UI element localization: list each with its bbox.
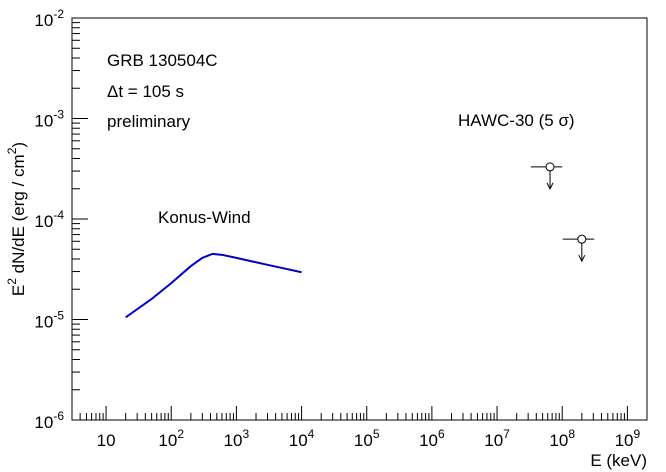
upper-limit-point	[577, 234, 587, 244]
y-tick-label: 10-5	[34, 309, 64, 332]
arrow-head	[546, 182, 554, 191]
x-tick-label: 109	[615, 427, 641, 450]
y-tick-label: 10-3	[34, 108, 64, 131]
arrow-head	[578, 254, 586, 263]
x-tick-label: 108	[549, 427, 575, 450]
upper-limit-point	[545, 162, 555, 172]
x-tick-label: 106	[419, 427, 445, 450]
x-tick-label: 107	[484, 427, 510, 450]
y-tick-label: 10-2	[34, 7, 64, 30]
y-axis-label: E2 dN/dE (erg / cm2)	[5, 142, 28, 296]
x-axis-label: E (keV)	[590, 451, 647, 470]
series-label: HAWC-30 (5 σ)	[458, 111, 575, 130]
x-tick-label: 10	[97, 431, 116, 450]
y-tick-label: 10-6	[34, 409, 64, 432]
y-label-part: 2	[5, 147, 19, 154]
annotation: GRB 130504C	[107, 51, 218, 70]
y-label-part: E	[9, 285, 28, 296]
annotation: Δt = 105 s	[107, 82, 184, 101]
y-label-part: 2	[5, 278, 19, 285]
series-label: Konus-Wind	[158, 208, 251, 227]
x-tick-label: 105	[354, 427, 380, 450]
y-label-part: dN/dE (erg / cm	[9, 154, 28, 278]
x-tick-label: 102	[158, 427, 184, 450]
curve	[125, 252, 302, 319]
y-tick-label: 10-4	[34, 208, 64, 231]
annotation: preliminary	[107, 112, 191, 131]
y-label-part: )	[9, 142, 28, 148]
x-tick-label: 104	[289, 427, 315, 450]
x-tick-label: 103	[224, 427, 250, 450]
